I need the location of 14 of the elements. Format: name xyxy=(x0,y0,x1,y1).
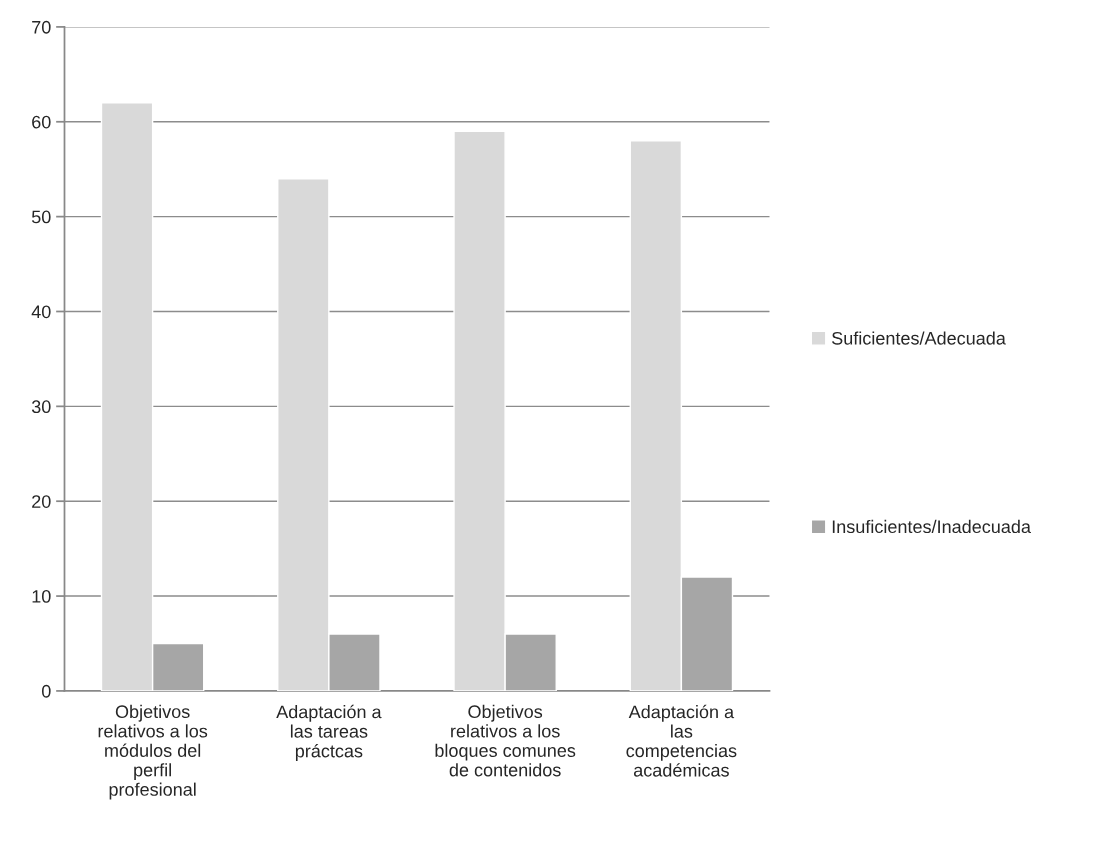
y-tick-label: 10 xyxy=(32,590,51,603)
y-tick-label: 70 xyxy=(32,20,51,34)
x-tick-label: Adaptación a las tareas práctcas xyxy=(276,704,382,762)
y-tick-label: 20 xyxy=(32,495,51,508)
y-tick-label: 40 xyxy=(31,305,51,319)
y-tick-label: 30 xyxy=(31,400,51,414)
y-tick-label: 0 xyxy=(41,684,51,698)
x-tick-label: Objetivos relativos a los módulos del perfil profesional xyxy=(98,704,208,800)
legend-label: Insuficientes/Inadecuada xyxy=(832,519,1031,534)
x-tick-label: Adaptación a las competencias académicas xyxy=(626,704,737,777)
x-tick-label: Objetivos relativos a los bloques comunes de contenidos xyxy=(435,704,576,777)
y-tick-label: 60 xyxy=(32,115,51,129)
legend-label: Suficientes/Adecuada xyxy=(832,331,1006,345)
y-tick-label: 50 xyxy=(31,210,51,224)
